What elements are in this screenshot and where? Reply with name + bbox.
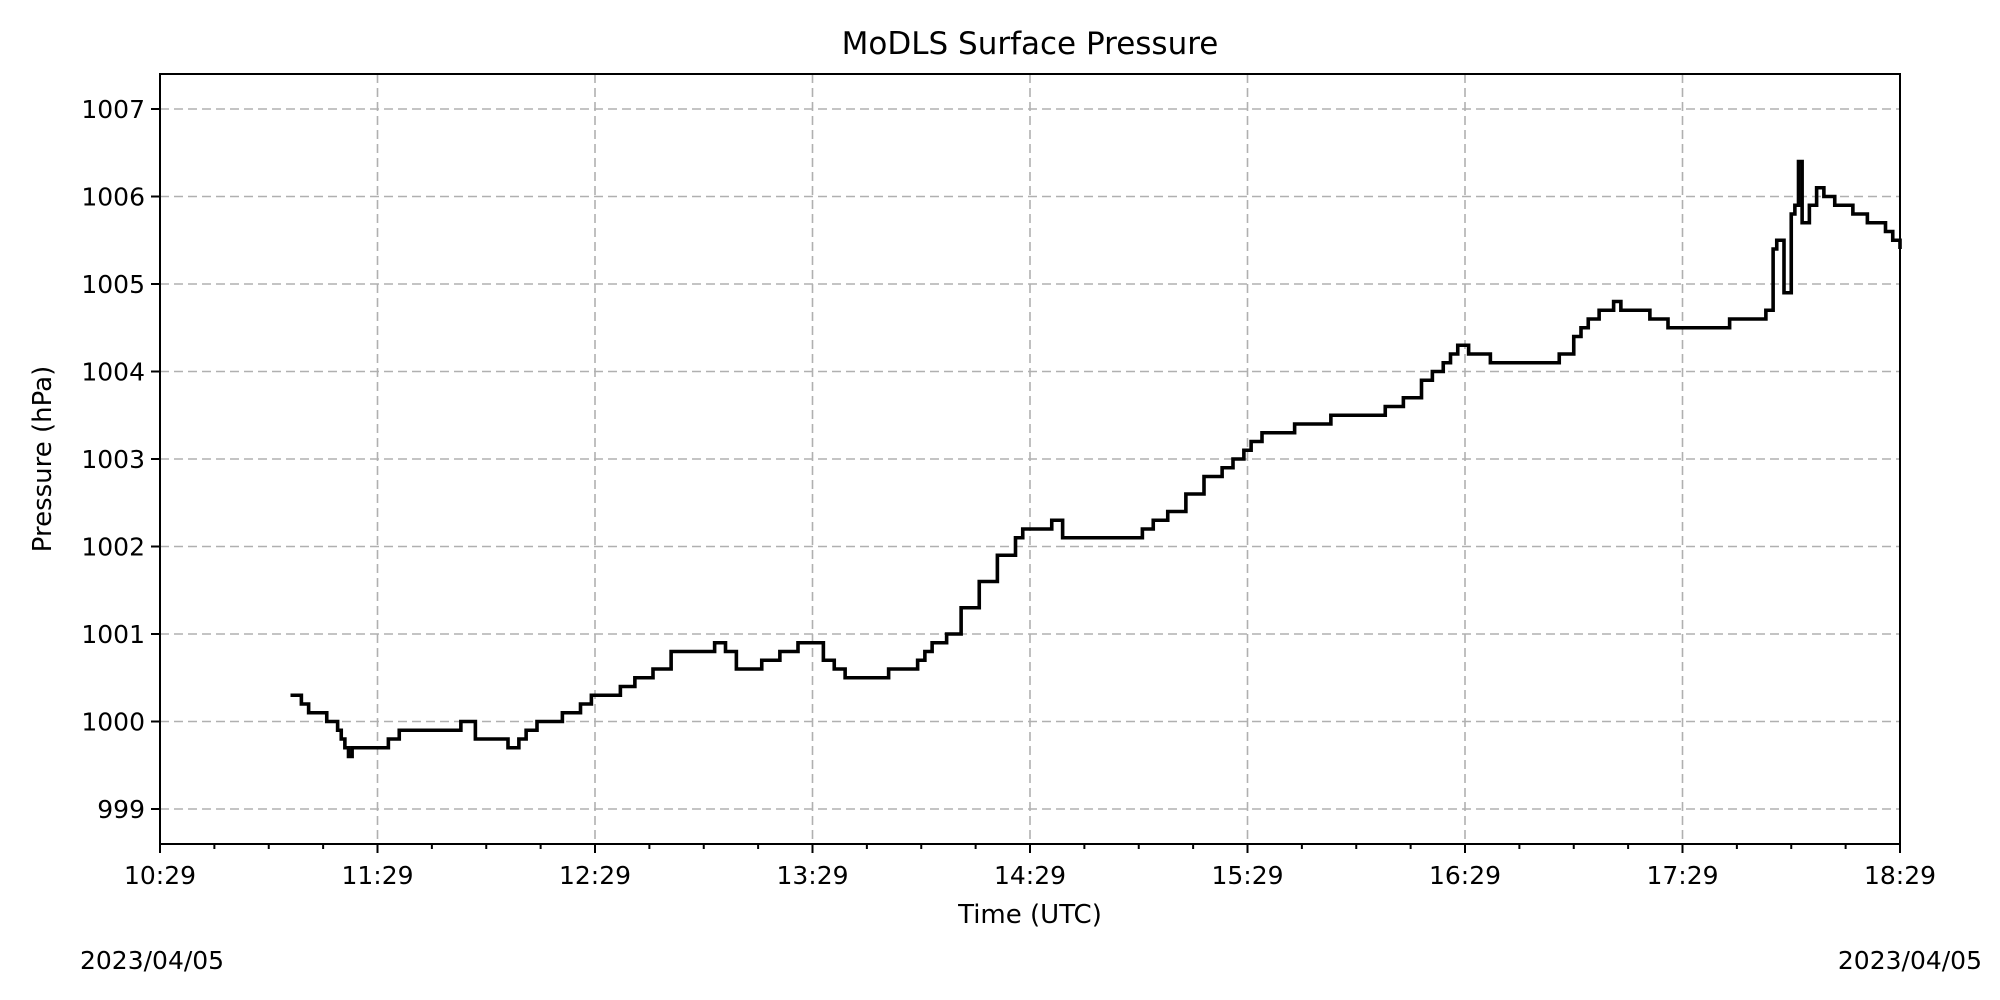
x-tick-label: 17:29 — [1646, 861, 1718, 890]
x-tick-label: 18:29 — [1864, 861, 1936, 890]
x-tick-label: 15:29 — [1211, 861, 1283, 890]
x-axis-label: Time (UTC) — [957, 900, 1102, 930]
pressure-series-line — [290, 159, 1902, 759]
date-right-label: 2023/04/05 — [1838, 946, 1982, 975]
chart-title: MoDLS Surface Pressure — [842, 26, 1219, 62]
x-tick-label: 16:29 — [1429, 861, 1501, 890]
x-tick-label: 10:29 — [124, 861, 196, 890]
y-tick-label: 999 — [97, 795, 145, 824]
date-left-label: 2023/04/05 — [80, 946, 224, 975]
x-tick-label: 11:29 — [341, 861, 413, 890]
y-tick-label: 1007 — [81, 95, 145, 124]
y-axis-ticks: 999 1000 1001 1002 1003 1004 1005 1006 1007 — [81, 95, 160, 824]
x-tick-label: 12:29 — [559, 861, 631, 890]
y-axis-label: Pressure (hPa) — [28, 366, 58, 553]
y-tick-label: 1006 — [81, 183, 145, 212]
y-tick-label: 1001 — [81, 620, 145, 649]
x-tick-label: 13:29 — [776, 861, 848, 890]
y-tick-label: 1004 — [81, 358, 145, 387]
y-tick-label: 1003 — [81, 445, 145, 474]
x-tick-label: 14:29 — [994, 861, 1066, 890]
y-tick-label: 1005 — [81, 270, 145, 299]
y-tick-label: 1000 — [81, 708, 145, 737]
y-tick-label: 1002 — [81, 533, 145, 562]
x-axis-ticks: 10:29 11:29 12:29 13:29 14:29 15:29 16:29 17:29… — [124, 844, 1936, 890]
